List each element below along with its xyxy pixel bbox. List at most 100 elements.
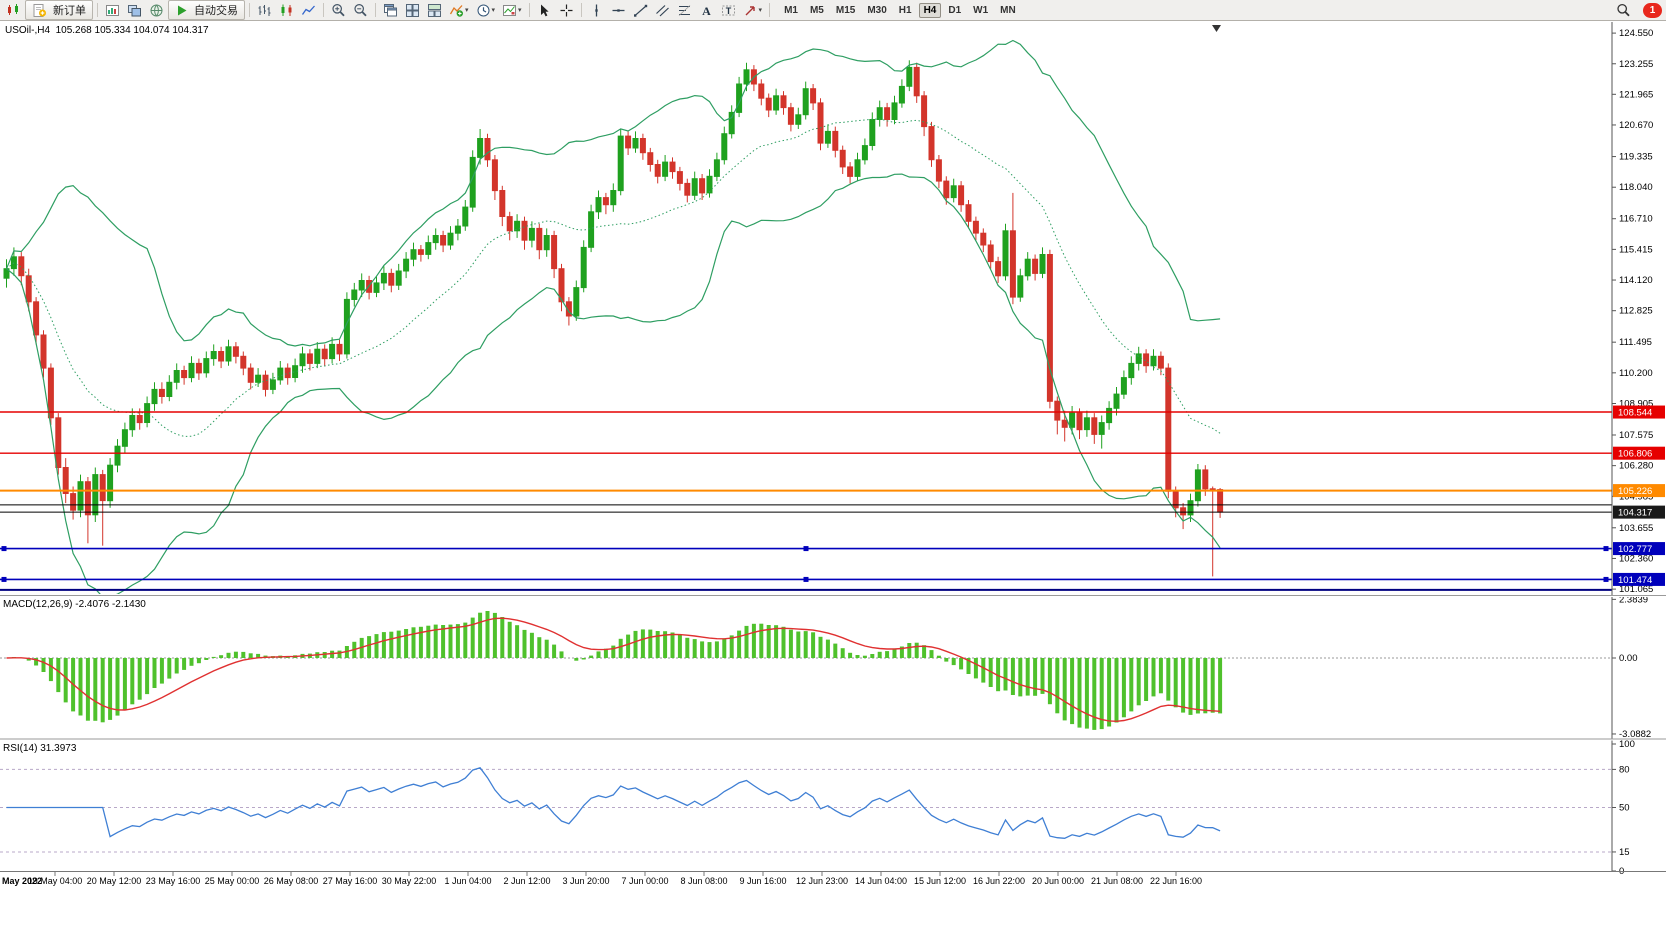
crosshair-icon[interactable]	[556, 0, 577, 20]
chevron-down-icon: ▾	[518, 7, 522, 14]
arrow-shapes-button[interactable]: ▾	[740, 0, 766, 20]
svg-text:9 Jun 16:00: 9 Jun 16:00	[739, 876, 786, 886]
svg-text:104.317: 104.317	[1618, 508, 1652, 519]
periods-button[interactable]: ▾	[473, 0, 499, 20]
svg-text:1 Jun 04:00: 1 Jun 04:00	[444, 876, 491, 886]
macd-label: MACD(12,26,9) -2.4076 -2.1430	[3, 599, 146, 610]
symbol-ohlc-values: 105.268 105.334 104.074 104.317	[55, 25, 209, 36]
svg-text:A: A	[702, 4, 711, 18]
timeframe-button-m5[interactable]: M5	[809, 4, 824, 16]
svg-text:7 Jun 00:00: 7 Jun 00:00	[621, 876, 668, 886]
svg-text:80: 80	[1619, 764, 1630, 775]
toolbar: 新订单 自动交易 ▾ ▾ ▾ A T ▾ M1 M5 M15 M30 H1 H4 D1 W1 M…	[0, 0, 1666, 21]
svg-text:108.905: 108.905	[1619, 398, 1653, 409]
search-icon[interactable]	[1613, 0, 1634, 20]
svg-text:3 Jun 20:00: 3 Jun 20:00	[562, 876, 609, 886]
timeframe-button-m30[interactable]: M30	[867, 4, 887, 16]
equidistant-channel-icon[interactable]	[652, 0, 673, 20]
svg-text:121.965: 121.965	[1619, 89, 1653, 100]
timeframe-button-mn[interactable]: MN	[1000, 4, 1016, 16]
toolbar-separator	[249, 3, 250, 17]
svg-text:-3.0882: -3.0882	[1619, 729, 1651, 740]
svg-text:23 May 16:00: 23 May 16:00	[146, 876, 201, 886]
svg-text:21 Jun 08:00: 21 Jun 08:00	[1091, 876, 1143, 886]
rsi-label: RSI(14) 31.3973	[3, 743, 77, 754]
new-order-icon	[32, 3, 47, 18]
svg-text:102.360: 102.360	[1619, 553, 1653, 564]
timeframe-button-w1[interactable]: W1	[973, 4, 989, 16]
toolbar-separator	[528, 3, 530, 17]
text-label-icon[interactable]: T	[718, 0, 739, 20]
svg-text:123.255: 123.255	[1619, 59, 1653, 70]
symbol-name: USOil-,H4	[5, 25, 51, 36]
tile-windows-icon[interactable]	[402, 0, 423, 20]
svg-text:20 May 12:00: 20 May 12:00	[87, 876, 142, 886]
timeframe-button-m15[interactable]: M15	[835, 4, 856, 16]
horizontal-line-icon[interactable]	[608, 0, 629, 20]
zoom-out-icon[interactable]	[350, 0, 371, 20]
cursor-icon[interactable]	[534, 0, 555, 20]
terminal-icon[interactable]	[146, 0, 167, 20]
timeframe-button-h1[interactable]: H1	[898, 4, 912, 16]
svg-text:26 May 08:00: 26 May 08:00	[264, 876, 319, 886]
text-icon[interactable]: A	[696, 0, 717, 20]
zoom-in-icon[interactable]	[328, 0, 349, 20]
svg-text:111.495: 111.495	[1619, 337, 1652, 348]
svg-text:106.806: 106.806	[1618, 449, 1652, 460]
notification-badge[interactable]: 1	[1643, 2, 1662, 18]
svg-text:100: 100	[1619, 739, 1635, 750]
chevron-down-icon: ▾	[758, 7, 763, 14]
chevron-down-icon: ▾	[491, 7, 496, 14]
svg-text:102.777: 102.777	[1618, 544, 1652, 555]
svg-text:0.00: 0.00	[1619, 653, 1638, 664]
timeframe-button-d1[interactable]: D1	[948, 4, 962, 16]
svg-text:50: 50	[1619, 803, 1630, 814]
svg-text:114.120: 114.120	[1619, 275, 1653, 286]
line-chart-icon[interactable]	[298, 0, 319, 20]
profiles-icon[interactable]	[124, 0, 145, 20]
indicators-button[interactable]: ▾	[446, 0, 472, 20]
svg-text:30 May 22:00: 30 May 22:00	[382, 876, 437, 886]
svg-text:101.474: 101.474	[1618, 575, 1652, 586]
toolbar-separator	[97, 3, 98, 17]
svg-text:103.655: 103.655	[1619, 523, 1653, 534]
toolbar-separator	[323, 3, 324, 17]
svg-text:110.200: 110.200	[1619, 368, 1653, 379]
svg-text:14 Jun 04:00: 14 Jun 04:00	[855, 876, 907, 886]
arrange-windows-icon[interactable]	[424, 0, 445, 20]
svg-text:107.575: 107.575	[1619, 430, 1653, 441]
vertical-line-icon[interactable]	[586, 0, 607, 20]
chevron-down-icon: ▾	[465, 7, 469, 14]
bar-chart-icon[interactable]	[254, 0, 275, 20]
timeframe-button-h4[interactable]: H4	[918, 2, 942, 18]
new-chart-icon[interactable]	[102, 0, 123, 20]
fibonacci-icon[interactable]	[674, 0, 695, 20]
svg-text:108.544: 108.544	[1618, 408, 1652, 419]
templates-button[interactable]: ▾	[499, 0, 525, 20]
svg-text:119.335: 119.335	[1619, 152, 1653, 163]
candlestick-chart-icon[interactable]	[276, 0, 297, 20]
svg-text:8 Jun 08:00: 8 Jun 08:00	[680, 876, 727, 886]
svg-text:12 Jun 23:00: 12 Jun 23:00	[796, 876, 848, 886]
svg-text:15 Jun 12:00: 15 Jun 12:00	[914, 876, 966, 886]
svg-text:2.3839: 2.3839	[1619, 594, 1648, 605]
timeframe-group: M1 M5 M15 M30 H1 H4 D1 W1 MN	[778, 2, 1022, 18]
svg-text:101.065: 101.065	[1619, 584, 1653, 595]
svg-text:106.280: 106.280	[1619, 461, 1653, 472]
new-order-button[interactable]: 新订单	[25, 0, 93, 20]
svg-text:20 Jun 00:00: 20 Jun 00:00	[1032, 876, 1084, 886]
symbol-label: USOil-,H4 105.268 105.334 104.074 104.31…	[5, 25, 209, 36]
toolbar-separator	[769, 3, 771, 17]
trendline-icon[interactable]	[630, 0, 651, 20]
timeframe-button-m1[interactable]: M1	[784, 4, 798, 16]
svg-text:115.415: 115.415	[1619, 244, 1653, 255]
auto-trading-label: 自动交易	[194, 5, 238, 17]
svg-text:124.550: 124.550	[1619, 28, 1653, 39]
auto-trading-button[interactable]: 自动交易	[168, 0, 245, 20]
toolbar-separator	[580, 3, 582, 17]
cascade-windows-icon[interactable]	[380, 0, 401, 20]
svg-text:2 Jun 12:00: 2 Jun 12:00	[503, 876, 550, 886]
svg-text:112.825: 112.825	[1619, 306, 1653, 317]
